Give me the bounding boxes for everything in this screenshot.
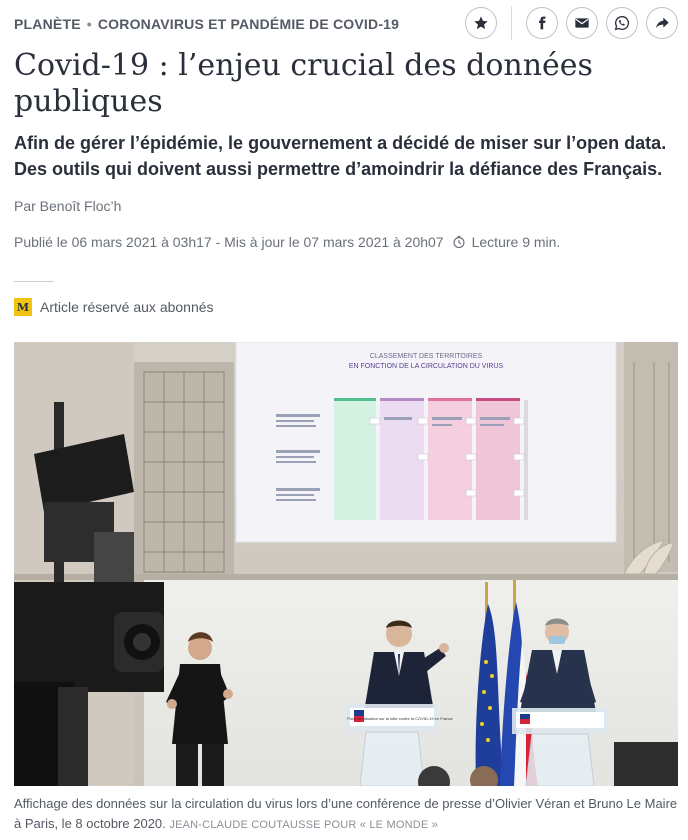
- article-description: Afin de gérer l’épidémie, le gouvernemen…: [14, 133, 667, 179]
- favorite-button[interactable]: [465, 7, 497, 39]
- share-whatsapp-button[interactable]: [606, 7, 638, 39]
- premium-notice: M Article réservé aux abonnés: [14, 298, 214, 316]
- share-email-button[interactable]: [566, 7, 598, 39]
- breadcrumb: PLANÈTE • CORONAVIRUS ET PANDÉMIE DE COVID…: [14, 16, 399, 32]
- share-facebook-button[interactable]: [526, 7, 558, 39]
- premium-label: Article réservé aux abonnés: [40, 299, 214, 315]
- share-icon: [656, 17, 669, 29]
- breadcrumb-section[interactable]: PLANÈTE: [14, 16, 81, 32]
- publish-date: Publié le 06 mars 2021 à 03h17 - Mis à j…: [14, 234, 444, 250]
- article-title: Covid-19 : l’enjeu crucial des données p…: [14, 48, 593, 119]
- article-author[interactable]: Par Benoît Floc’h: [14, 198, 122, 214]
- email-icon: [575, 18, 589, 28]
- article-photo: CLASSEMENT DES TERRITOIRES EN FONCTION D…: [14, 342, 678, 786]
- slide-title-2: EN FONCTION DE LA CIRCULATION DU VIRUS: [349, 363, 504, 370]
- photo-credit: JEAN-CLAUDE COUTAUSSE POUR « LE MONDE »: [169, 819, 438, 831]
- reading-time: Lecture 9 min.: [471, 234, 561, 250]
- caption-text: Affichage des données sur la circulation…: [14, 796, 678, 831]
- article-meta: Publié le 06 mars 2021 à 03h17 - Mis à j…: [14, 234, 560, 250]
- breadcrumb-topic[interactable]: CORONAVIRUS ET PANDÉMIE DE COVID-19: [97, 16, 400, 32]
- photo-caption: Affichage des données sur la circulation…: [14, 794, 678, 835]
- article-actions: [457, 6, 678, 40]
- slide-title-1: CLASSEMENT DES TERRITOIRES: [370, 353, 483, 360]
- facebook-icon: [539, 16, 546, 30]
- share-button[interactable]: [646, 7, 678, 39]
- press-conference-image: CLASSEMENT DES TERRITOIRES EN FONCTION D…: [14, 342, 678, 786]
- breadcrumb-separator: •: [86, 16, 92, 32]
- le-monde-badge-icon: M: [14, 298, 32, 316]
- divider: [14, 281, 54, 282]
- whatsapp-icon: [614, 15, 630, 31]
- clock-icon: [453, 235, 465, 249]
- star-icon: [474, 16, 488, 30]
- podium-text-left: Point de situation sur la lutte contre l…: [347, 716, 453, 721]
- article-header-bar: PLANÈTE • CORONAVIRUS ET PANDÉMIE DE COVID…: [14, 6, 678, 42]
- actions-divider: [511, 6, 512, 40]
